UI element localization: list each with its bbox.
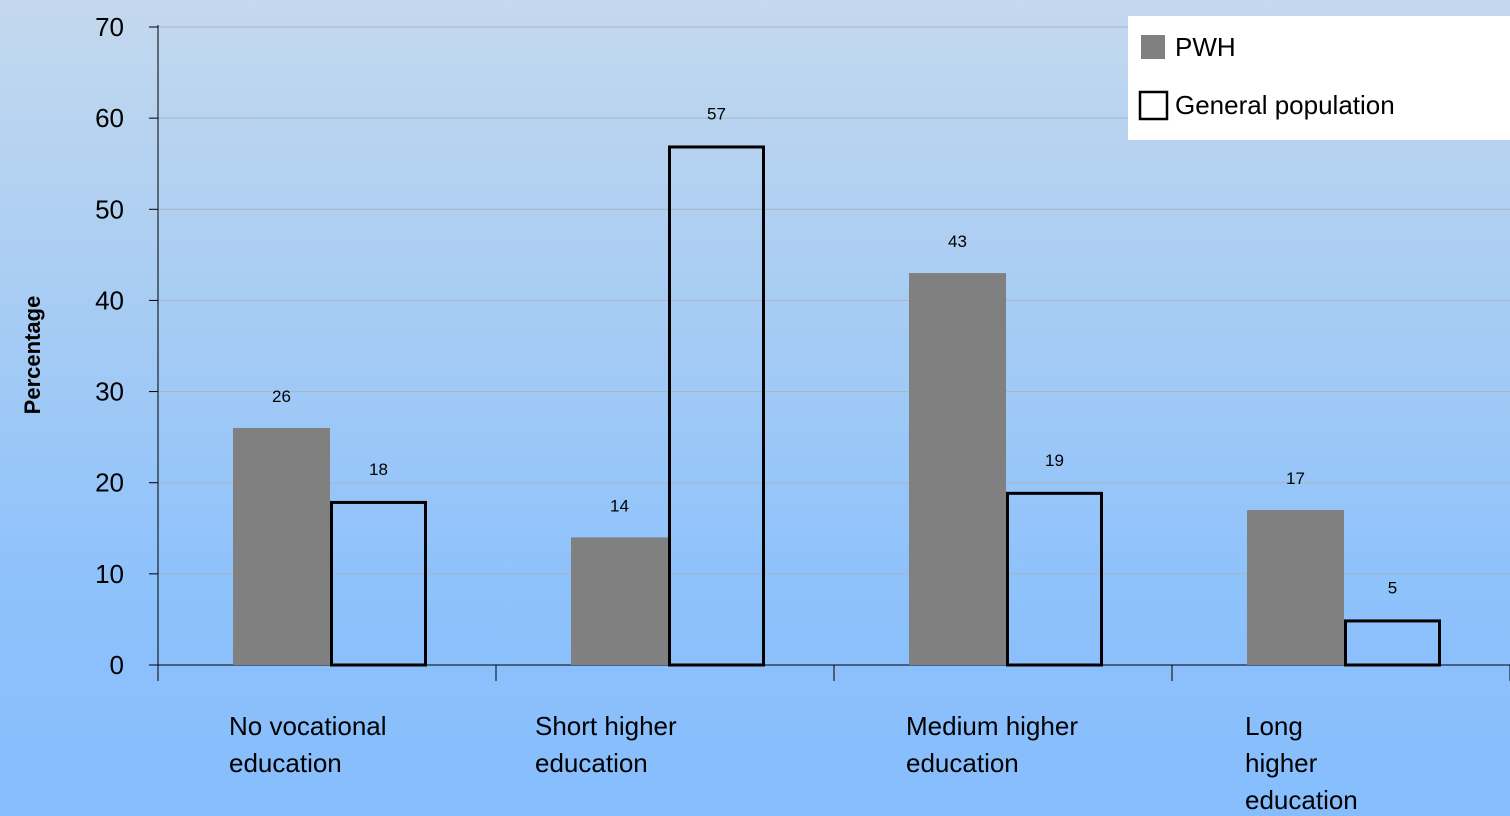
legend-label: PWH (1175, 32, 1236, 62)
y-tick-label: 50 (95, 194, 124, 224)
bar-general-population (1006, 491, 1103, 667)
bars (233, 145, 1441, 667)
gridlines (158, 26, 1510, 575)
category-label: No vocational education (229, 711, 387, 778)
y-axis: 0 10 20 30 40 50 60 70 (95, 12, 159, 680)
legend-label: General population (1175, 90, 1395, 120)
y-tick-label: 70 (95, 12, 124, 42)
data-label: 5 (1388, 578, 1397, 597)
x-axis (157, 664, 1510, 681)
y-tick-label: 20 (95, 468, 124, 498)
y-tick-label: 30 (95, 377, 124, 407)
legend: PWH General population (1128, 16, 1510, 140)
data-label: 19 (1045, 451, 1064, 470)
data-label: 43 (948, 232, 967, 251)
data-label: 18 (369, 460, 388, 479)
y-tick-label: 0 (110, 650, 124, 680)
y-tick-label: 60 (95, 103, 124, 133)
bar-pwh (909, 273, 1006, 665)
category-labels: No vocational education Short higher educat… (229, 711, 1358, 815)
bar-general-population (668, 145, 765, 667)
category-label: Medium higher education (906, 711, 1078, 778)
y-tick-label: 40 (95, 285, 124, 315)
bar-pwh (233, 428, 330, 665)
legend-box (1128, 16, 1510, 140)
y-axis-title: Percentage (20, 296, 45, 415)
bar-general-population (1344, 619, 1441, 667)
data-labels: 26 14 43 17 18 57 19 5 (272, 104, 1397, 597)
legend-swatch-pwh (1141, 35, 1165, 59)
data-label: 26 (272, 387, 291, 406)
bar-pwh (1247, 510, 1344, 665)
bar-general-population (330, 500, 427, 667)
data-label: 14 (610, 496, 629, 515)
data-label: 57 (707, 104, 726, 123)
category-label: Long higher education (1245, 711, 1358, 815)
data-label: 17 (1286, 469, 1305, 488)
legend-swatch-general-population (1138, 90, 1169, 121)
bar-pwh (571, 537, 668, 665)
category-label: Short higher education (535, 711, 677, 778)
y-tick-label: 10 (95, 559, 124, 589)
